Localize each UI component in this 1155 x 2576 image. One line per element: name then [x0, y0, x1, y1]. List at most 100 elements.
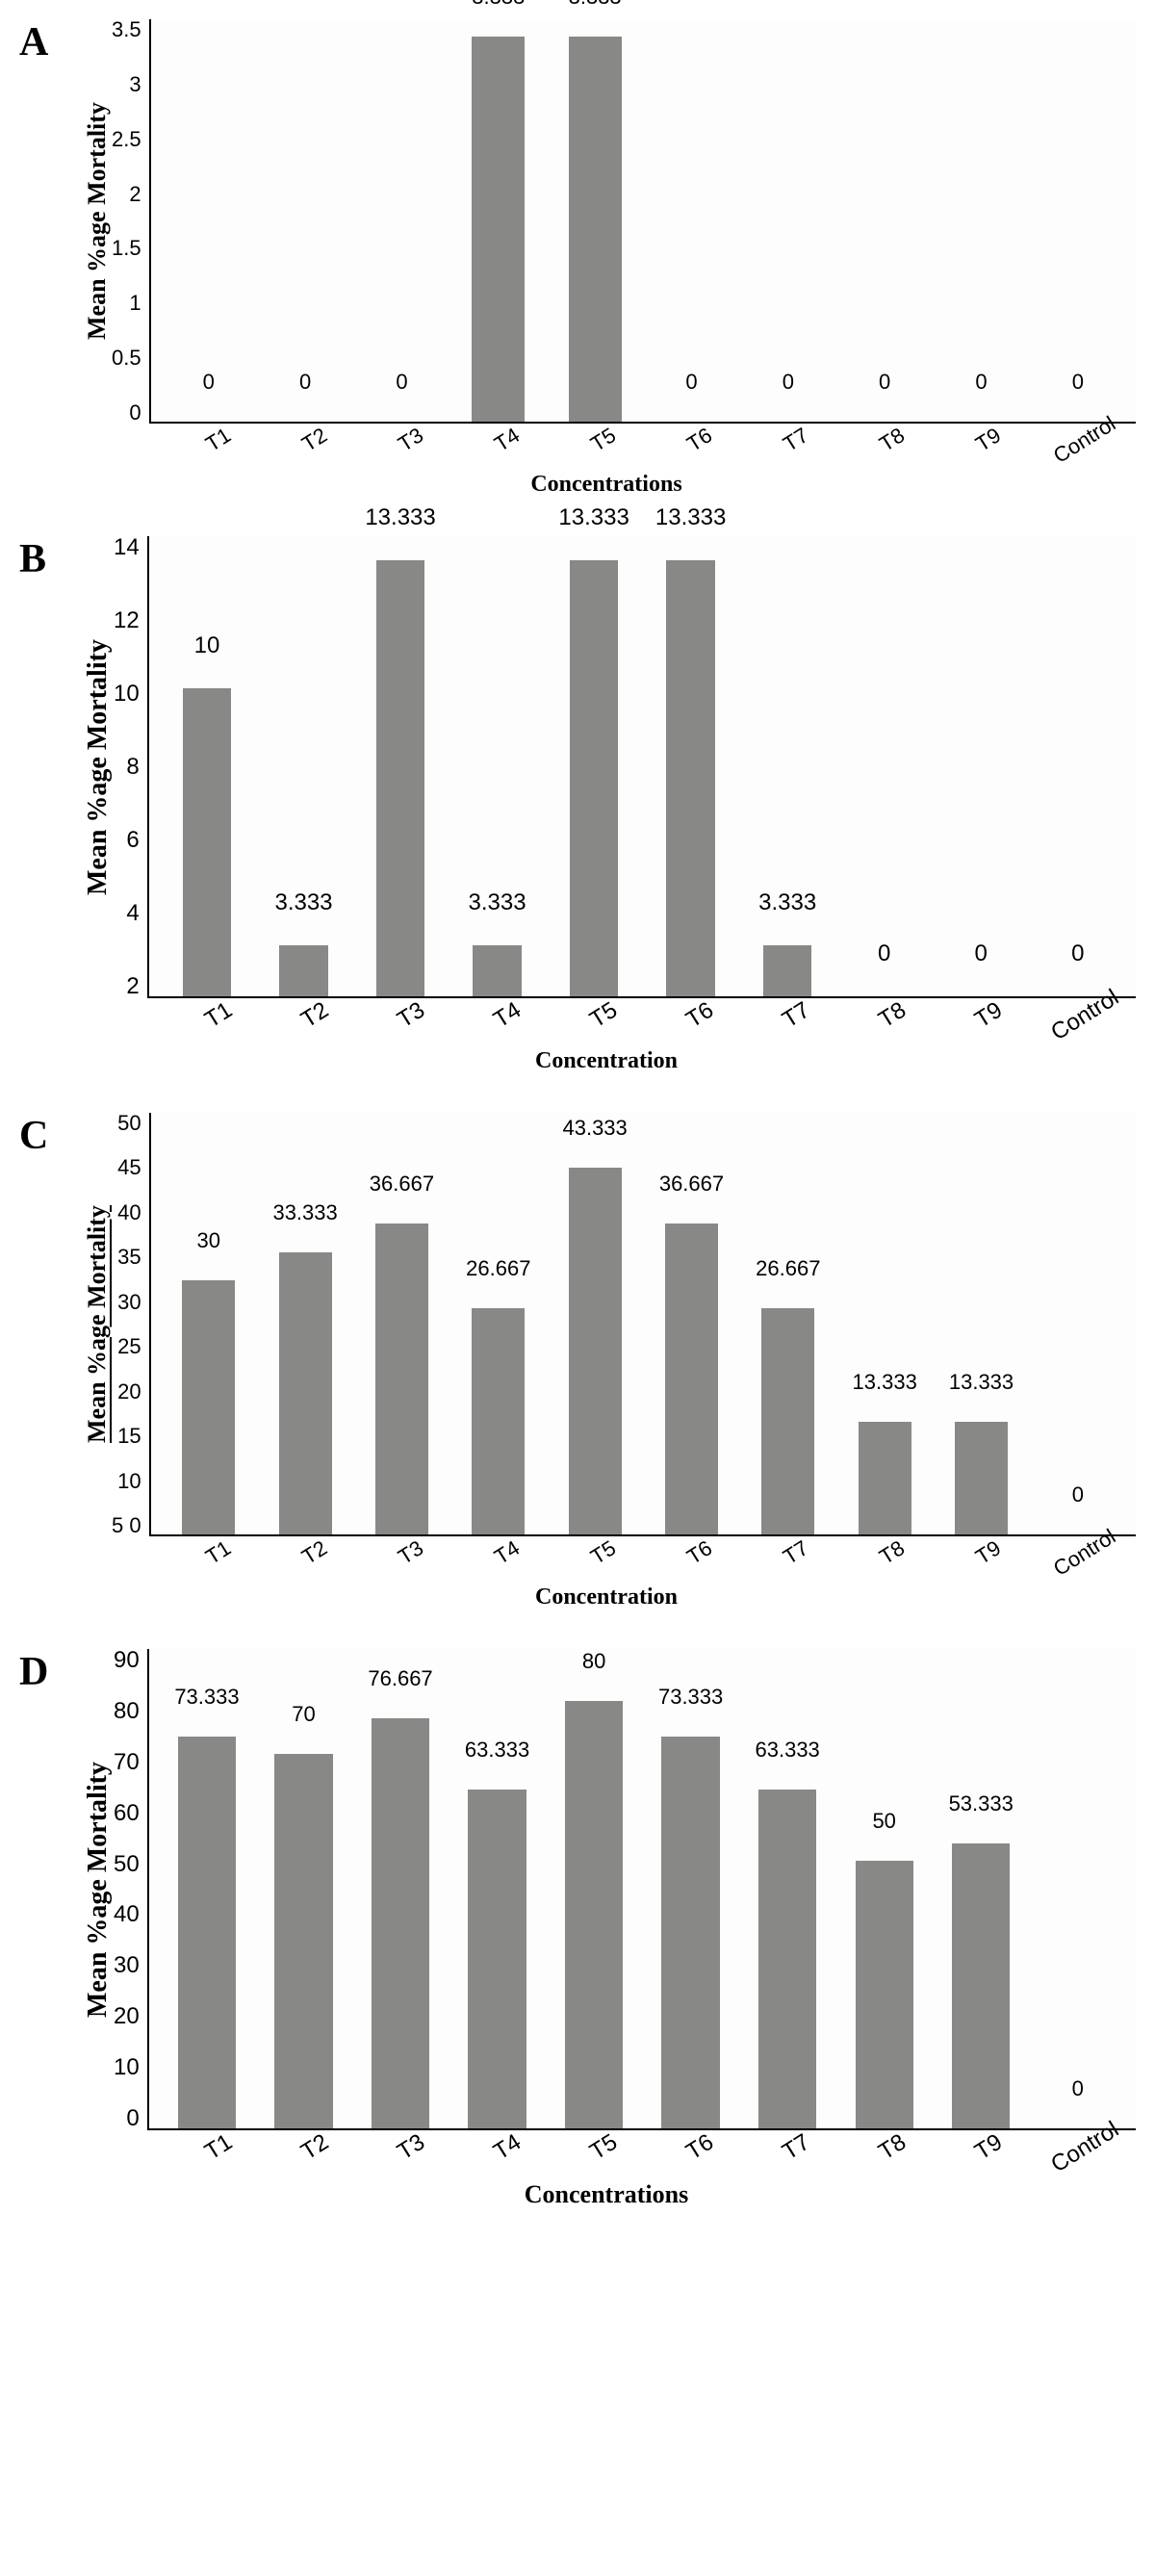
bar-value-label: 63.333	[465, 1738, 529, 1763]
y-axis-label: Mean %age Mortality	[77, 19, 112, 424]
bar-value-label: 73.333	[174, 1685, 239, 1710]
bar-value-label: 13.333	[558, 504, 629, 531]
bar-value-label: 13.333	[949, 1370, 1014, 1395]
y-tick: 50	[114, 1853, 140, 1876]
bar-slot: 0	[353, 19, 449, 422]
bar	[279, 945, 327, 996]
bar-value-label: 0	[975, 370, 987, 395]
bar-slot: 3.333	[547, 19, 643, 422]
bar	[565, 1701, 623, 2128]
x-axis-label: Concentrations	[77, 2180, 1136, 2209]
bar-value-label: 13.333	[365, 504, 435, 531]
y-tick: 8	[126, 756, 139, 779]
y-tick: 35	[117, 1247, 141, 1268]
bar	[182, 1280, 235, 1534]
bar-value-label: 10	[194, 632, 220, 659]
bar-value-label: 13.333	[853, 1370, 917, 1395]
y-axis: 3.532.521.510.50	[112, 19, 149, 424]
y-axis-label: Mean %age Mortality	[77, 1649, 114, 2130]
x-ticks-row: T1T2T3T4T5T6T7T8T9Control	[164, 1542, 1126, 1567]
bar-slot: 13.333	[642, 536, 739, 996]
bar	[472, 1308, 525, 1534]
panel-A: AMean %age Mortality3.532.521.510.500003…	[19, 19, 1136, 498]
bar-value-label: 0	[203, 370, 215, 395]
bars-container: 3033.33336.66726.66743.33336.66726.66713…	[151, 1113, 1136, 1534]
panel-D: DMean %age Mortality90807060504030201007…	[19, 1649, 1136, 2209]
chart-wrap: Mean %age Mortality1412108642103.33313.3…	[77, 536, 1136, 1074]
y-tick: 40	[117, 1202, 141, 1224]
bar-slot: 0	[835, 536, 933, 996]
bar	[274, 1754, 332, 2128]
bar-value-label: 36.667	[659, 1172, 724, 1197]
chart-inner: Mean %age Mortality1412108642103.33313.3…	[77, 536, 1136, 998]
y-tick: 4	[126, 902, 139, 925]
bar-value-label: 76.667	[368, 1666, 432, 1691]
bar-value-label: 0	[299, 370, 311, 395]
y-tick: 12	[114, 609, 140, 632]
bar-value-label: 3.333	[469, 889, 526, 916]
y-tick: 3	[129, 74, 141, 95]
panel-label: D	[19, 1649, 48, 1695]
bar-slot: 0	[643, 19, 739, 422]
bar-value-label: 36.667	[370, 1172, 434, 1197]
bars-container: 103.33313.3333.33313.33313.3333.333000	[149, 536, 1136, 996]
bar-value-label: 3.333	[758, 889, 816, 916]
x-axis-spacer	[87, 1542, 164, 1567]
y-tick: 1	[129, 293, 141, 314]
bar-slot: 0	[740, 19, 836, 422]
chart-inner: Mean %age Mortality908070605040302010073…	[77, 1649, 1136, 2130]
bar-value-label: 26.667	[466, 1256, 530, 1281]
bar-slot: 0	[257, 19, 353, 422]
x-axis: T1T2T3T4T5T6T7T8T9Control	[77, 424, 1136, 454]
y-tick: 20	[117, 1381, 141, 1403]
bar-slot: 36.667	[353, 1113, 449, 1534]
bar	[661, 1737, 719, 2128]
panel-B: BMean %age Mortality1412108642103.33313.…	[19, 536, 1136, 1074]
plot-area: 0003.3333.33300000	[149, 19, 1136, 424]
bar-value-label: 80	[582, 1649, 605, 1674]
bar	[279, 1252, 332, 1534]
y-tick: 90	[114, 1649, 140, 1672]
panel-label: C	[19, 1113, 48, 1159]
plot-area: 3033.33336.66726.66743.33336.66726.66713…	[149, 1113, 1136, 1536]
bar-slot: 70	[255, 1649, 352, 2128]
bar-value-label: 26.667	[756, 1256, 820, 1281]
y-tick: 80	[114, 1700, 140, 1723]
y-tick: 60	[114, 1802, 140, 1825]
bar-slot: 76.667	[352, 1649, 449, 2128]
y-tick: 70	[114, 1751, 140, 1774]
bar-slot: 0	[1030, 19, 1126, 422]
bars-container: 0003.3333.33300000	[151, 19, 1136, 422]
chart-inner: Mean %age Mortality3.532.521.510.500003.…	[77, 19, 1136, 424]
bar	[372, 1718, 429, 2128]
y-tick: 2	[126, 975, 139, 998]
bar-slot: 13.333	[836, 1113, 933, 1534]
bar-slot: 53.333	[933, 1649, 1030, 2128]
y-tick: 10	[117, 1471, 141, 1492]
y-axis-label: Mean %age Mortality	[77, 1113, 112, 1536]
bar-slot: 0	[1029, 536, 1126, 996]
bar	[569, 1168, 622, 1534]
bar-slot: 36.667	[643, 1113, 739, 1534]
y-tick: 15	[117, 1426, 141, 1447]
bar-value-label: 13.333	[655, 504, 726, 531]
bar-slot: 0	[836, 19, 933, 422]
y-tick: 0	[126, 2107, 139, 2130]
x-axis-label: Concentration	[77, 1584, 1136, 1610]
x-axis: T1T2T3T4T5T6T7T8T9Control	[77, 998, 1136, 1031]
x-ticks-row: T1T2T3T4T5T6T7T8T9Control	[164, 1004, 1126, 1031]
bar-slot: 26.667	[450, 1113, 547, 1534]
bar-slot: 3.333	[255, 536, 352, 996]
bar-value-label: 0	[1072, 370, 1084, 395]
bar	[569, 37, 622, 422]
bar-slot: 13.333	[352, 536, 449, 996]
chart-wrap: Mean %age Mortality3.532.521.510.500003.…	[77, 19, 1136, 498]
bar-value-label: 0	[396, 370, 407, 395]
bar	[472, 37, 525, 422]
bar-slot: 26.667	[740, 1113, 836, 1534]
bar	[473, 945, 521, 996]
bar	[376, 560, 424, 996]
y-tick: 1.5	[112, 238, 141, 259]
x-axis: T1T2T3T4T5T6T7T8T9Control	[77, 1536, 1136, 1567]
y-tick: 5 0	[112, 1515, 141, 1536]
